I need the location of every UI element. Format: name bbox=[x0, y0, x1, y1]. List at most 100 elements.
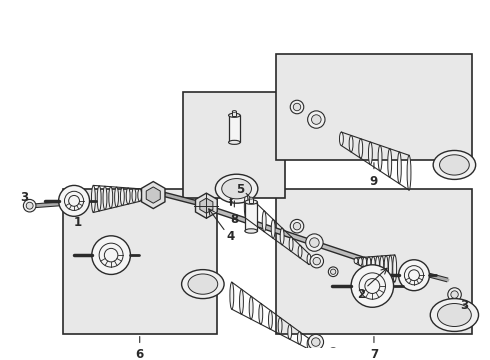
Bar bbox=[249, 198, 253, 203]
Circle shape bbox=[312, 338, 320, 346]
Ellipse shape bbox=[253, 202, 257, 225]
Circle shape bbox=[294, 103, 301, 111]
Ellipse shape bbox=[215, 174, 258, 203]
Ellipse shape bbox=[288, 325, 292, 339]
Polygon shape bbox=[196, 193, 217, 218]
Circle shape bbox=[312, 115, 321, 124]
Ellipse shape bbox=[407, 155, 411, 190]
Circle shape bbox=[59, 185, 90, 216]
Circle shape bbox=[331, 269, 336, 274]
Ellipse shape bbox=[115, 187, 119, 207]
Ellipse shape bbox=[222, 179, 251, 199]
Circle shape bbox=[290, 219, 304, 233]
Ellipse shape bbox=[388, 149, 392, 177]
Text: 9: 9 bbox=[370, 175, 378, 188]
Circle shape bbox=[313, 257, 320, 265]
Circle shape bbox=[308, 334, 323, 350]
Ellipse shape bbox=[368, 142, 372, 165]
Text: 3: 3 bbox=[20, 190, 28, 203]
Ellipse shape bbox=[278, 318, 282, 334]
Text: 1: 1 bbox=[74, 216, 82, 229]
Circle shape bbox=[310, 255, 323, 268]
Circle shape bbox=[327, 348, 339, 359]
Circle shape bbox=[310, 238, 319, 247]
Ellipse shape bbox=[483, 326, 490, 353]
Ellipse shape bbox=[109, 187, 113, 208]
Ellipse shape bbox=[280, 228, 284, 245]
Ellipse shape bbox=[349, 135, 353, 152]
Ellipse shape bbox=[259, 303, 263, 324]
Ellipse shape bbox=[389, 255, 392, 280]
Bar bbox=[245, 202, 257, 231]
Ellipse shape bbox=[245, 229, 257, 233]
Ellipse shape bbox=[289, 237, 293, 251]
Ellipse shape bbox=[397, 152, 401, 184]
Ellipse shape bbox=[271, 219, 275, 238]
Ellipse shape bbox=[245, 200, 257, 204]
Ellipse shape bbox=[182, 270, 224, 298]
Ellipse shape bbox=[121, 188, 124, 206]
Ellipse shape bbox=[92, 185, 96, 212]
Circle shape bbox=[451, 291, 458, 298]
Ellipse shape bbox=[262, 211, 266, 232]
Text: 5: 5 bbox=[236, 183, 245, 196]
Text: 3: 3 bbox=[460, 299, 468, 312]
Circle shape bbox=[398, 260, 429, 291]
Ellipse shape bbox=[367, 257, 371, 270]
Ellipse shape bbox=[297, 332, 301, 344]
Bar bbox=[276, 54, 472, 160]
Ellipse shape bbox=[269, 310, 272, 329]
Ellipse shape bbox=[249, 296, 253, 319]
Ellipse shape bbox=[378, 145, 382, 171]
Circle shape bbox=[330, 350, 337, 357]
Circle shape bbox=[448, 288, 461, 301]
Text: 7: 7 bbox=[370, 348, 378, 360]
Text: 2: 2 bbox=[357, 288, 365, 301]
Ellipse shape bbox=[307, 339, 311, 349]
Ellipse shape bbox=[138, 189, 142, 201]
Ellipse shape bbox=[298, 245, 302, 258]
Ellipse shape bbox=[103, 186, 107, 210]
Text: 4: 4 bbox=[226, 230, 235, 243]
Bar bbox=[183, 92, 285, 198]
Ellipse shape bbox=[354, 258, 358, 264]
Ellipse shape bbox=[384, 256, 388, 278]
Circle shape bbox=[328, 267, 338, 276]
Circle shape bbox=[351, 265, 393, 307]
Ellipse shape bbox=[393, 255, 396, 282]
Ellipse shape bbox=[230, 282, 234, 309]
Ellipse shape bbox=[249, 197, 253, 199]
Circle shape bbox=[24, 199, 36, 212]
Circle shape bbox=[308, 111, 325, 128]
Bar bbox=[63, 189, 217, 334]
Bar bbox=[232, 112, 237, 116]
Ellipse shape bbox=[245, 194, 248, 219]
Ellipse shape bbox=[188, 274, 218, 294]
Circle shape bbox=[290, 100, 304, 114]
Ellipse shape bbox=[232, 111, 237, 112]
Circle shape bbox=[306, 234, 323, 251]
Bar bbox=[228, 115, 240, 142]
Polygon shape bbox=[200, 198, 213, 213]
Ellipse shape bbox=[380, 256, 384, 276]
Ellipse shape bbox=[371, 257, 375, 272]
Ellipse shape bbox=[97, 186, 101, 211]
Ellipse shape bbox=[228, 113, 240, 117]
Ellipse shape bbox=[240, 289, 244, 314]
Ellipse shape bbox=[375, 256, 379, 274]
Ellipse shape bbox=[126, 188, 130, 204]
Ellipse shape bbox=[228, 140, 240, 144]
Ellipse shape bbox=[132, 188, 136, 203]
Bar bbox=[276, 189, 472, 334]
Ellipse shape bbox=[340, 132, 343, 146]
Ellipse shape bbox=[433, 150, 476, 179]
Circle shape bbox=[26, 202, 33, 209]
Ellipse shape bbox=[485, 176, 490, 199]
Polygon shape bbox=[146, 187, 160, 203]
Circle shape bbox=[294, 222, 301, 230]
Ellipse shape bbox=[438, 303, 471, 327]
Circle shape bbox=[92, 236, 130, 274]
Ellipse shape bbox=[440, 155, 469, 175]
Ellipse shape bbox=[358, 257, 362, 266]
Ellipse shape bbox=[430, 298, 479, 332]
